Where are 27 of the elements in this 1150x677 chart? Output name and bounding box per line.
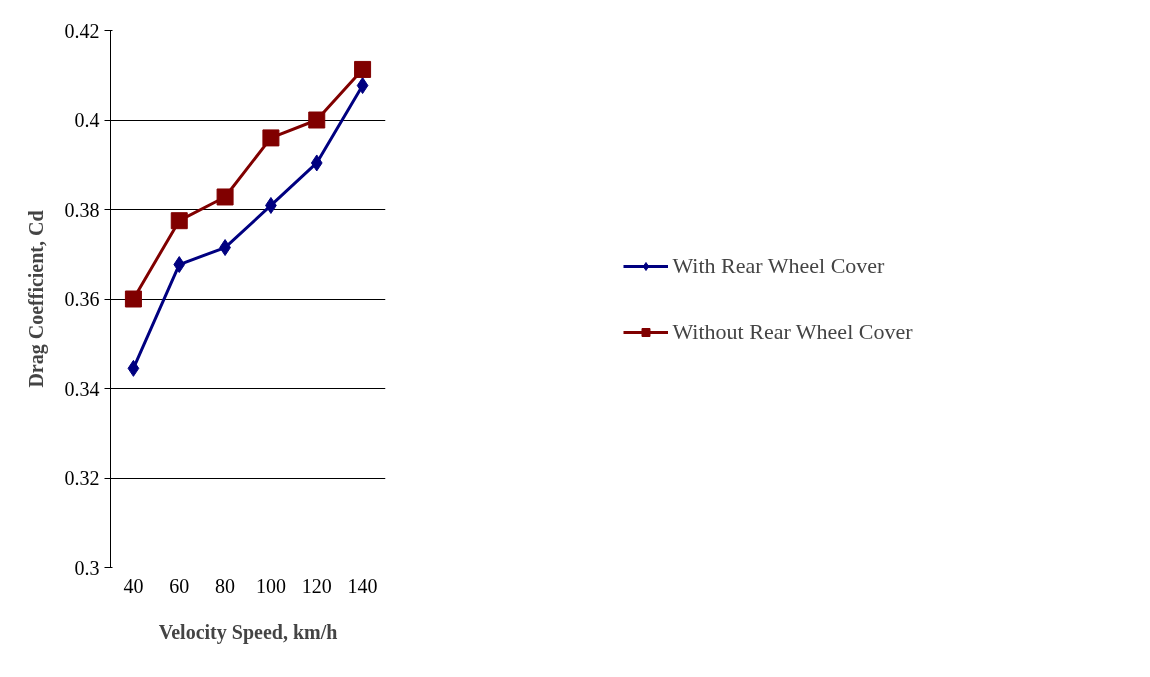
point [124,290,142,308]
y-tick-label: 0.4 [74,109,100,131]
x-tick-label: 80 [215,574,236,597]
y-tick-label: 0.3 [74,556,100,579]
y-tick-label: 0.34 [64,377,100,400]
point [354,60,372,78]
y-axis-title: Drag Coefficient, Cd [24,210,48,388]
point [173,256,186,274]
point [216,188,234,206]
y-tick-label: 0.42 [64,19,100,42]
x-tick-label: 100 [255,574,286,597]
x-tick-label: 120 [301,574,332,597]
point [356,77,369,95]
y-tick-label: 0.32 [64,467,100,489]
y-tick-label: 0.38 [64,198,100,221]
x-tick-label: 60 [169,574,190,597]
point [262,129,280,147]
point [308,111,326,129]
point [310,154,323,172]
y-tick-label: 0.36 [64,288,100,310]
legend-label: Without Rear Wheel Cover [672,318,913,345]
x-axis-title: Velocity Speed, km/h [158,620,338,644]
x-tick-label: 40 [123,574,144,597]
x-tick-label: 140 [347,574,378,597]
point [127,359,140,377]
point [170,212,188,230]
legend-label: With Rear Wheel Cover [672,252,885,279]
